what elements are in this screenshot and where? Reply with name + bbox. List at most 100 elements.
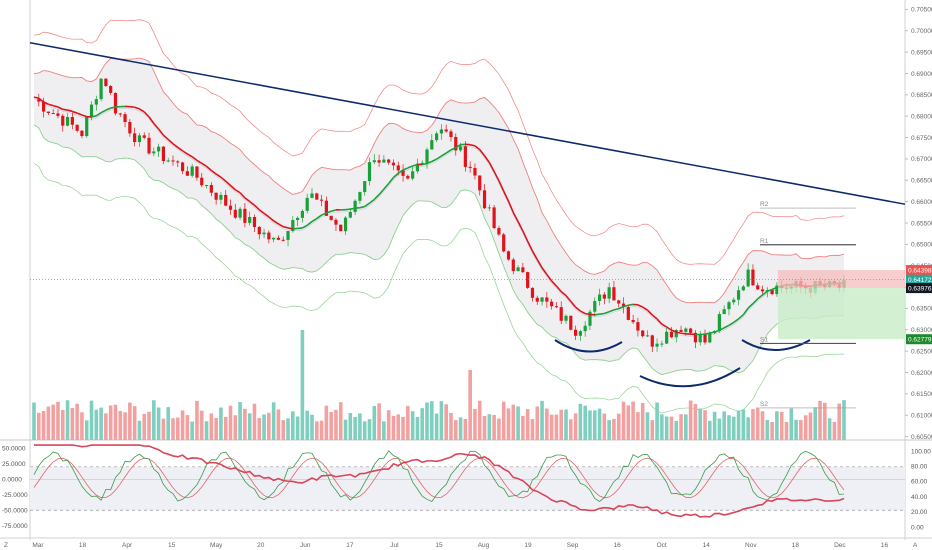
volume-bar [348,413,353,440]
volume-bar [219,407,223,440]
moving-average-segment [661,323,668,328]
volume-bar [612,418,616,440]
candle-body [482,190,487,209]
volume-bar [305,410,309,440]
volume-bar [573,413,578,440]
moving-average-segment [258,209,265,214]
candle-body [51,113,55,115]
candle-body [348,212,352,218]
moving-average-segment [502,190,510,202]
candle-body [526,272,530,288]
volume-bar [827,418,832,440]
moving-average-segment [623,304,629,308]
candle-body [602,294,606,299]
volume-bar [530,419,535,440]
candle-body [684,328,688,332]
volume-bar [823,402,827,440]
moving-average-segment [676,331,682,335]
price-tag-label: 0.63976 [908,285,932,292]
volume-bar [482,415,487,440]
moving-average-segment [618,305,624,310]
candle-body [669,331,674,338]
moving-average-segment [62,108,68,111]
candle-body [607,287,611,299]
time-tick-label: Jul [390,542,399,549]
volume-bar [703,410,707,440]
candle-body [372,160,376,163]
candle-body [238,208,242,218]
pattern-arc[interactable] [639,367,741,388]
candle-body [257,226,261,235]
candle-body [756,285,760,290]
pattern-arc[interactable] [554,339,623,353]
moving-average-segment [105,107,112,111]
moving-average-segment [526,240,534,252]
candle-body [204,185,209,187]
volume-bar [549,414,554,440]
volume-bar [396,414,401,440]
oscillator-trend-line [34,444,845,518]
volume-bar [784,421,789,440]
volume-bar [669,416,674,440]
volume-bar [36,412,41,440]
moving-average-segment [719,327,725,332]
timezone-icon: Z [4,542,8,549]
volume-bar [626,405,631,440]
oscillator-left-tick: -50.0000 [2,508,28,515]
moving-average-segment [91,115,97,118]
pivot-label: R2 [760,201,769,208]
volume-bar [430,401,434,440]
candle-body [492,207,496,229]
price-tag [906,334,932,345]
target-zone [778,288,905,340]
moving-average-segment [287,227,293,230]
moving-average-segment [167,138,174,145]
moving-average-segment [637,304,644,308]
volume-bar [588,410,592,440]
pivot-label: S2 [760,401,768,408]
candle-body [233,209,237,218]
candle-body [535,297,539,302]
candle-body [425,149,429,163]
candle-body [550,301,554,307]
candle-body [689,328,693,333]
candle-body [617,300,621,304]
moving-average-segment [234,189,241,194]
moving-average-segment [72,110,78,114]
candle-body [665,331,669,344]
time-tick-label: 20 [257,542,265,549]
volume-bar [238,402,242,440]
moving-average-segment [714,329,720,333]
volume-bar [717,418,722,440]
volume-bar [636,412,640,440]
candle-body [454,136,458,151]
upper-band-line [33,57,845,304]
volume-bar [789,408,794,440]
outer-upper-band-line [33,19,845,265]
time-tick-label: May [210,542,223,549]
volume-bar [765,419,770,440]
volume-bar [75,403,79,440]
candle-body [190,166,194,176]
moving-average-segment [474,145,481,151]
volume-bar [468,370,472,440]
volume-bar [108,405,113,440]
oscillator-right-tick: 0.00 [911,524,924,531]
candle-body [382,159,386,163]
trendline[interactable] [29,41,906,205]
volume-bar [190,421,194,440]
moving-average-segment [321,212,327,216]
candle-body [444,129,448,132]
moving-average-segment [604,310,610,315]
moving-average-segment [646,309,653,316]
time-tick-label: 14 [703,542,711,549]
candle-body [267,232,271,240]
candle-body [310,193,314,198]
candle-body [583,325,587,332]
